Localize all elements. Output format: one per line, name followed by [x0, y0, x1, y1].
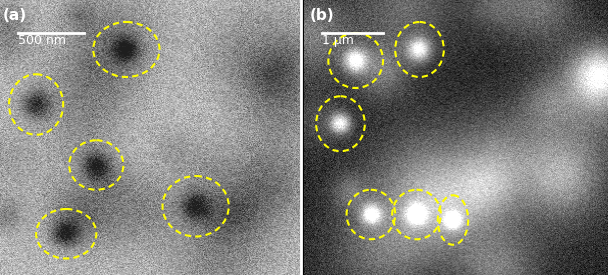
Text: (a): (a) — [3, 8, 27, 23]
Text: (b): (b) — [310, 8, 335, 23]
Text: 500 nm: 500 nm — [18, 34, 66, 47]
Text: 1 μm: 1 μm — [322, 34, 354, 47]
